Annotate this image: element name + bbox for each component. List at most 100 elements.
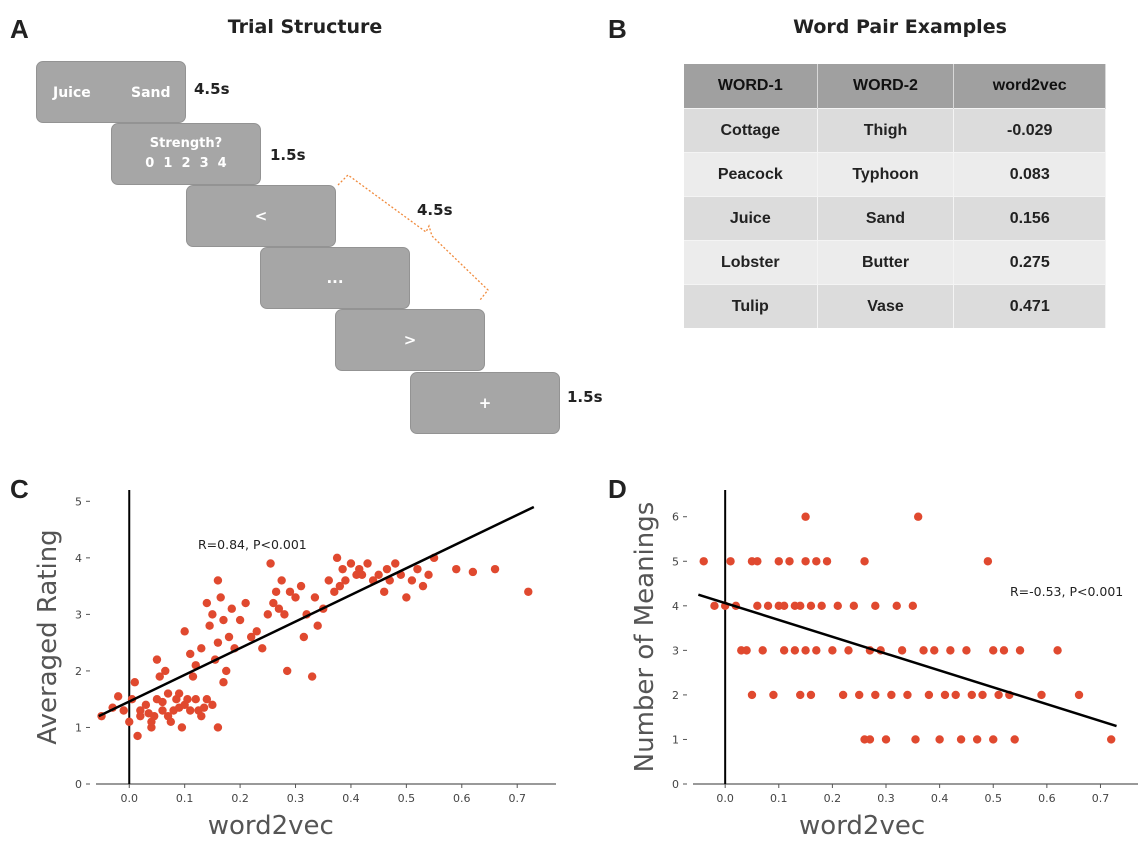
data-point — [833, 601, 842, 611]
x-tick-label: 0.0 — [716, 792, 734, 805]
data-point — [177, 723, 187, 732]
data-point — [183, 694, 192, 704]
data-point — [274, 604, 284, 613]
y-tick-label: 3 — [75, 608, 82, 621]
data-point — [726, 557, 735, 566]
panel-b-title: Word Pair Examples — [793, 16, 1007, 38]
data-point — [213, 576, 223, 585]
cell-word-2: Sand — [817, 196, 955, 241]
data-point — [357, 570, 367, 580]
data-point — [865, 735, 875, 744]
data-point — [313, 621, 322, 630]
data-point — [205, 621, 214, 630]
data-point — [136, 711, 145, 721]
data-point — [1015, 646, 1025, 655]
data-point — [924, 690, 934, 700]
data-point — [785, 557, 794, 566]
data-point — [338, 564, 347, 574]
x-tick-label: 0.6 — [453, 792, 471, 805]
data-point — [299, 632, 309, 642]
cell-word-2: Typhoon — [817, 152, 955, 197]
data-point — [967, 690, 976, 700]
data-point — [524, 587, 533, 596]
data-point — [779, 601, 789, 611]
table-row: Peacock Typhoon 0.083 — [684, 152, 1106, 197]
data-point — [919, 646, 928, 655]
data-point — [346, 559, 356, 568]
data-point — [166, 717, 176, 727]
data-point — [224, 632, 234, 642]
data-point — [213, 723, 223, 732]
data-point — [817, 601, 826, 611]
data-point — [324, 576, 333, 585]
data-point — [790, 646, 800, 655]
x-tick-label: 0.4 — [342, 792, 360, 805]
data-point — [161, 666, 170, 676]
data-point — [796, 690, 805, 700]
data-point — [989, 735, 998, 744]
data-point — [844, 646, 853, 655]
data-point — [283, 666, 292, 676]
data-point — [855, 690, 864, 700]
duration-word-pair: 4.5s — [194, 80, 230, 98]
data-point — [141, 700, 151, 710]
table-row: Lobster Butter 0.275 — [684, 240, 1106, 285]
x-tick-label: 0.0 — [121, 792, 139, 805]
data-point — [216, 593, 225, 602]
panel-a-letter: A — [10, 14, 29, 44]
data-point — [174, 689, 184, 698]
y-tick-label: 6 — [672, 511, 679, 524]
data-point — [263, 610, 273, 619]
cell-word-1: Tulip — [684, 284, 818, 328]
data-point — [999, 646, 1009, 655]
y-tick-label: 0 — [672, 778, 679, 791]
cell-word-2: Vase — [817, 284, 955, 328]
data-point — [280, 610, 289, 619]
data-point — [418, 581, 428, 591]
data-point — [828, 646, 837, 655]
data-point — [753, 557, 762, 566]
data-point — [341, 576, 350, 585]
data-point — [186, 649, 195, 659]
data-point — [812, 557, 821, 566]
data-point — [155, 672, 164, 681]
y-tick-label: 1 — [672, 733, 679, 746]
y-axis-label: Number of Meanings — [630, 502, 660, 773]
data-point — [119, 706, 128, 715]
x-tick-label: 0.2 — [824, 792, 842, 805]
data-point — [1053, 646, 1062, 655]
data-point — [753, 601, 762, 611]
x-axis-label: word2vec — [208, 811, 334, 841]
rating-prompt: Strength? — [149, 136, 223, 151]
data-point — [235, 615, 245, 625]
data-point — [208, 610, 217, 619]
data-point — [962, 646, 971, 655]
x-tick-label: 0.5 — [398, 792, 416, 805]
data-point — [812, 646, 821, 655]
cell-word2vec: 0.083 — [953, 152, 1106, 197]
data-point — [266, 559, 275, 568]
data-point — [219, 615, 228, 625]
x-tick-label: 0.7 — [508, 792, 526, 805]
data-point — [202, 598, 212, 608]
data-point — [881, 735, 891, 744]
data-point — [163, 689, 173, 698]
cell-word-1: Cottage — [684, 108, 818, 153]
data-point — [125, 717, 134, 727]
trial-screen-fixation: + — [410, 372, 560, 434]
data-point — [222, 666, 231, 676]
bracket-duration-label: 4.5s — [417, 201, 453, 219]
data-point — [747, 690, 757, 700]
left-arrow-symbol: < — [254, 207, 268, 225]
data-point — [202, 694, 212, 704]
data-point — [911, 735, 920, 744]
data-point — [186, 706, 195, 715]
data-point — [332, 553, 342, 563]
data-point — [940, 690, 950, 700]
data-point — [1010, 735, 1019, 744]
trial-screen-word-pair: Juice Sand — [36, 61, 186, 123]
x-tick-label: 0.1 — [770, 792, 788, 805]
trial-screen-right-arrow: > — [335, 309, 485, 371]
cell-word-1: Juice — [684, 196, 818, 241]
x-tick-label: 0.6 — [1038, 792, 1056, 805]
